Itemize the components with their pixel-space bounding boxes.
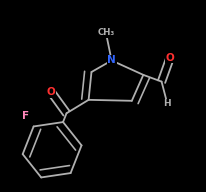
Text: O: O [47,87,56,97]
Text: H: H [164,99,171,108]
Text: CH₃: CH₃ [97,28,115,37]
Text: F: F [22,111,29,121]
Text: O: O [166,53,174,63]
Text: N: N [107,55,116,65]
